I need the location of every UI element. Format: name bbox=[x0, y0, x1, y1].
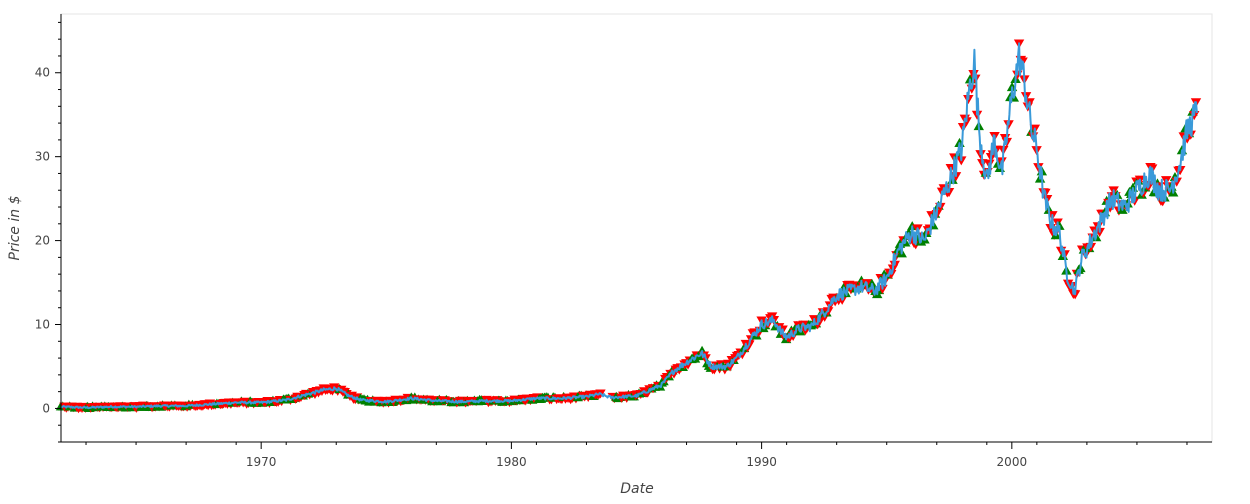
x-tick-label: 1990 bbox=[746, 455, 777, 469]
y-tick-label: 10 bbox=[35, 318, 50, 332]
y-tick-label: 40 bbox=[35, 66, 50, 80]
y-tick-label: 30 bbox=[35, 150, 50, 164]
price-line bbox=[60, 42, 1198, 410]
plot-frame bbox=[60, 13, 1213, 443]
plot-outline bbox=[60, 13, 1213, 443]
x-tick-label: 2000 bbox=[997, 455, 1028, 469]
y-tick-label: 20 bbox=[35, 234, 50, 248]
price-line-layer bbox=[60, 42, 1198, 410]
x-tick-label: 1980 bbox=[496, 455, 527, 469]
signal-markers bbox=[55, 39, 1202, 414]
x-axis-label: Date bbox=[620, 481, 653, 497]
y-axis-label: Price in $ bbox=[7, 196, 23, 261]
x-tick-label: 1970 bbox=[246, 455, 277, 469]
y-tick-label: 0 bbox=[42, 401, 50, 415]
axes: 0 10 20 30 40 1970 1980 1990 2000 bbox=[35, 14, 1212, 469]
